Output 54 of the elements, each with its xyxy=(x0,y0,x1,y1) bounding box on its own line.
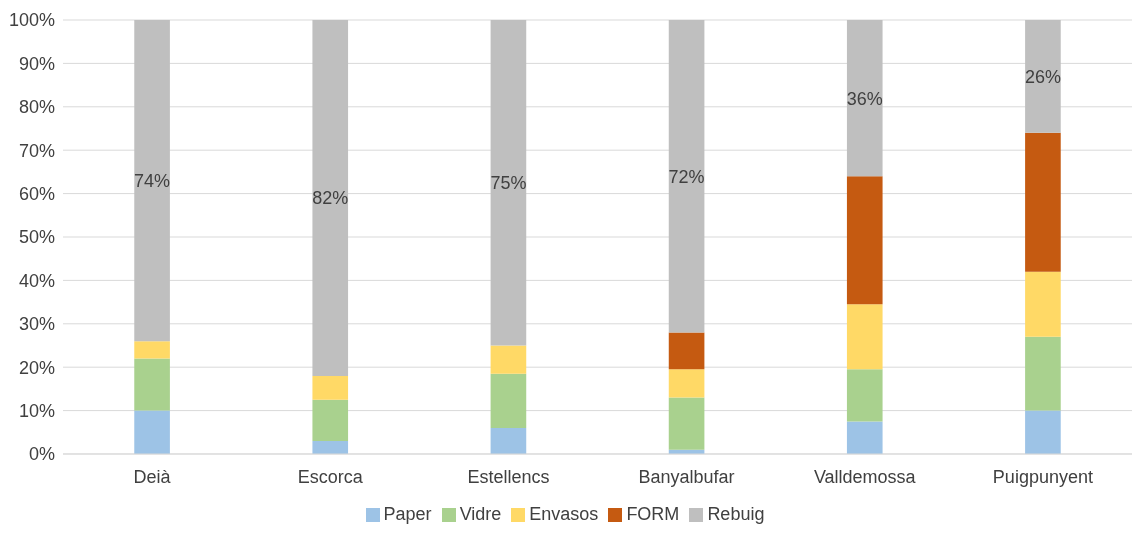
bar xyxy=(846,421,883,454)
bar xyxy=(846,369,883,422)
legend-label: Rebuig xyxy=(707,504,765,524)
y-tick-label: 100% xyxy=(8,10,55,31)
bar xyxy=(312,20,349,376)
bar xyxy=(312,440,349,454)
data-label: 36% xyxy=(846,88,883,109)
x-tick-label: Valldemossa xyxy=(813,466,917,487)
bar xyxy=(1025,336,1061,411)
bar xyxy=(1025,410,1061,454)
x-tick-label: Banyalbufar xyxy=(638,466,735,487)
bar xyxy=(490,345,527,374)
x-tick-label: Escorca xyxy=(297,466,364,487)
bar xyxy=(490,373,527,428)
y-tick-label: 90% xyxy=(18,53,55,74)
data-label: 82% xyxy=(312,188,349,209)
bar xyxy=(668,397,705,450)
bar xyxy=(1025,20,1061,133)
bar xyxy=(134,20,170,342)
bar xyxy=(134,410,170,454)
bar xyxy=(1025,132,1061,272)
legend-label: Envasos xyxy=(529,504,599,524)
bar xyxy=(668,20,705,333)
bar xyxy=(312,375,349,400)
legend-label: Vidre xyxy=(459,504,502,524)
y-tick-label: 50% xyxy=(18,227,55,248)
bar xyxy=(846,176,883,305)
x-tick-label: Puigpunyent xyxy=(992,466,1093,487)
y-tick-label: 10% xyxy=(18,400,55,421)
y-tick-label: 40% xyxy=(18,270,55,291)
bar xyxy=(846,304,883,370)
data-label: 26% xyxy=(1024,66,1061,87)
data-label: 72% xyxy=(668,166,705,187)
y-tick-label: 70% xyxy=(18,140,55,161)
legend-label: FORM xyxy=(626,504,680,524)
x-tick-label: Estellencs xyxy=(467,466,550,487)
bar xyxy=(490,427,527,454)
bar xyxy=(668,332,705,370)
bar xyxy=(668,369,705,398)
bar xyxy=(1025,271,1061,337)
bar xyxy=(134,358,170,411)
y-tick-label: 80% xyxy=(18,97,55,118)
y-tick-label: 30% xyxy=(18,314,55,335)
bar xyxy=(490,20,527,346)
x-tick-label: Deià xyxy=(133,466,172,487)
data-label: 74% xyxy=(134,170,171,191)
bar xyxy=(312,399,349,441)
bar xyxy=(134,341,170,359)
y-tick-label: 60% xyxy=(18,183,55,204)
y-tick-label: 0% xyxy=(28,444,55,465)
bar xyxy=(846,20,883,177)
y-tick-label: 20% xyxy=(18,357,55,378)
data-label: 75% xyxy=(490,173,527,194)
legend-label: Paper xyxy=(383,504,432,524)
